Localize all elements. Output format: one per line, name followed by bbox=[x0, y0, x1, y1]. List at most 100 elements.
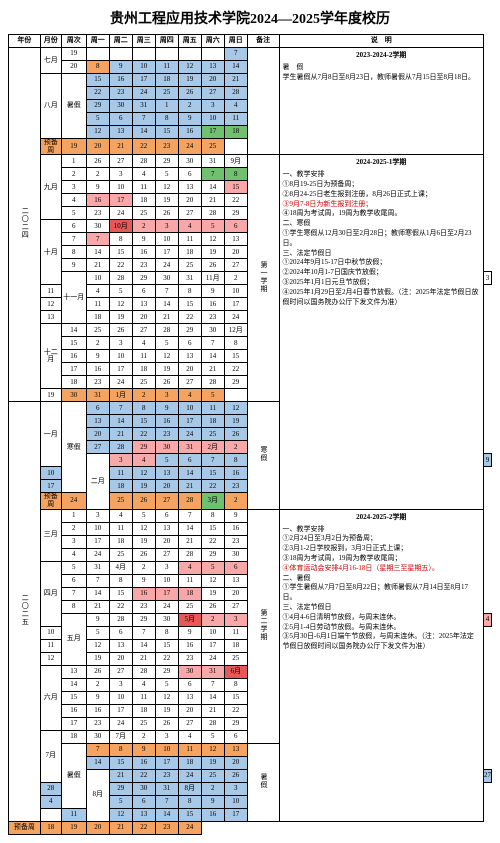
week-cell bbox=[40, 808, 61, 821]
day-cell: 25 bbox=[132, 717, 155, 730]
day-cell: 7 bbox=[86, 743, 109, 756]
day-cell: 19 bbox=[201, 246, 224, 259]
day-cell: 3 bbox=[155, 561, 178, 574]
day-cell: 6 bbox=[132, 795, 155, 808]
day-cell: 7 bbox=[109, 402, 132, 415]
day-cell: 8 bbox=[201, 509, 224, 522]
week-cell: 13 bbox=[40, 311, 61, 324]
day-cell: 26 bbox=[155, 207, 178, 220]
day-cell: 22 bbox=[132, 821, 155, 834]
month-cell: 8月 bbox=[86, 769, 109, 821]
day-cell: 12 bbox=[132, 467, 155, 480]
day-cell: 17 bbox=[109, 704, 132, 717]
day-cell: 28 bbox=[155, 324, 178, 337]
day-cell: 9 bbox=[155, 402, 178, 415]
day-cell: 9 bbox=[224, 509, 247, 522]
day-cell: 31 bbox=[132, 100, 155, 113]
day-cell: 4 bbox=[178, 220, 201, 233]
day-cell: 10 bbox=[178, 402, 201, 415]
day-cell: 29 bbox=[86, 100, 109, 113]
week-cell: 12 bbox=[40, 298, 61, 311]
day-cell: 4 bbox=[178, 730, 201, 743]
day-cell: 14 bbox=[132, 639, 155, 652]
day-cell: 23 bbox=[201, 311, 224, 324]
day-cell: 11 bbox=[224, 626, 247, 639]
day-cell bbox=[155, 48, 178, 61]
day-cell: 4 bbox=[109, 509, 132, 522]
day-cell: 16 bbox=[201, 298, 224, 311]
day-cell: 9 bbox=[201, 285, 224, 298]
week-cell: 10 bbox=[86, 272, 109, 285]
year-cell: 二〇二五 bbox=[9, 402, 41, 821]
day-cell: 23 bbox=[86, 717, 109, 730]
day-cell: 30 bbox=[224, 548, 247, 561]
header-exp: 说 明 bbox=[279, 35, 484, 48]
day-cell: 29 bbox=[109, 782, 132, 795]
day-cell: 7 bbox=[201, 337, 224, 350]
day-cell: 28 bbox=[201, 207, 224, 220]
day-cell: 25 bbox=[132, 376, 155, 389]
day-cell: 12 bbox=[109, 298, 132, 311]
day-cell: 17 bbox=[109, 194, 132, 207]
week-cell: 10 bbox=[40, 626, 61, 639]
week-cell: 17 bbox=[61, 717, 86, 730]
week-cell: 7 bbox=[61, 587, 86, 600]
day-cell: 23 bbox=[224, 480, 247, 493]
day-cell: 17 bbox=[86, 535, 109, 548]
day-cell: 20 bbox=[224, 756, 247, 769]
week-cell: 19 bbox=[61, 48, 86, 61]
day-cell: 13 bbox=[178, 350, 201, 363]
week-cell: 1 bbox=[61, 509, 86, 522]
week-cell: 2 bbox=[61, 522, 86, 535]
day-cell: 28 bbox=[132, 155, 155, 168]
week-cell: 14 bbox=[61, 324, 86, 337]
day-cell: 24 bbox=[109, 376, 132, 389]
day-cell: 21 bbox=[109, 139, 132, 155]
day-cell: 9 bbox=[178, 626, 201, 639]
week-cell: 3 bbox=[61, 535, 86, 548]
day-cell: 13 bbox=[201, 61, 224, 74]
day-cell: 10 bbox=[201, 626, 224, 639]
day-cell: 17 bbox=[155, 246, 178, 259]
day-cell: 27 bbox=[155, 493, 178, 509]
day-cell: 7 bbox=[201, 168, 224, 181]
day-cell: 22 bbox=[109, 600, 132, 613]
day-cell: 18 bbox=[109, 480, 132, 493]
week-cell: 5 bbox=[61, 561, 86, 574]
day-cell: 26 bbox=[109, 324, 132, 337]
day-cell bbox=[132, 48, 155, 61]
day-cell: 20 bbox=[109, 652, 132, 665]
day-cell: 8 bbox=[155, 626, 178, 639]
day-cell: 6 bbox=[224, 730, 247, 743]
day-cell: 27 bbox=[224, 600, 247, 613]
day-cell: 26 bbox=[86, 665, 109, 678]
day-cell: 31 bbox=[201, 155, 224, 168]
week-cell: 13 bbox=[61, 665, 86, 678]
day-cell: 9 bbox=[132, 743, 155, 756]
day-cell: 5 bbox=[109, 795, 132, 808]
day-cell: 13 bbox=[109, 639, 132, 652]
day-cell: 2 bbox=[132, 561, 155, 574]
day-cell: 17 bbox=[178, 415, 201, 428]
day-cell: 16 bbox=[178, 126, 201, 139]
day-cell: 6 bbox=[109, 626, 132, 639]
day-cell: 5 bbox=[201, 561, 224, 574]
day-cell: 9 bbox=[86, 691, 109, 704]
day-cell: 2 bbox=[201, 613, 224, 626]
day-cell: 20 bbox=[178, 194, 201, 207]
day-cell: 20 bbox=[86, 428, 109, 441]
day-cell: 31 bbox=[86, 561, 109, 574]
month-cell: 一月 bbox=[40, 402, 61, 467]
week-cell: 4 bbox=[61, 548, 86, 561]
day-cell: 15 bbox=[201, 522, 224, 535]
day-cell: 11月 bbox=[201, 272, 224, 285]
day-cell: 11 bbox=[155, 61, 178, 74]
day-cell: 27 bbox=[178, 207, 201, 220]
month-cell: 九月 bbox=[40, 155, 61, 220]
day-cell: 7 bbox=[178, 509, 201, 522]
day-cell: 21 bbox=[155, 311, 178, 324]
day-cell: 18 bbox=[132, 363, 155, 376]
week-cell: 3 bbox=[61, 181, 86, 194]
day-cell: 3 bbox=[155, 220, 178, 233]
day-cell: 31 bbox=[201, 665, 224, 678]
